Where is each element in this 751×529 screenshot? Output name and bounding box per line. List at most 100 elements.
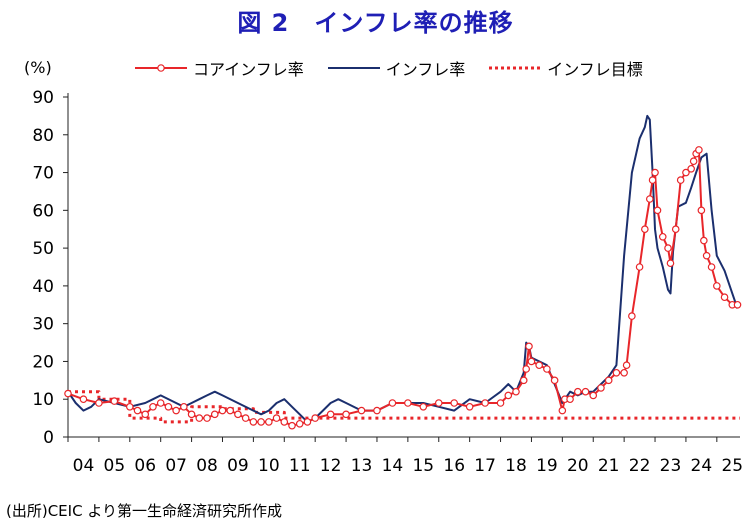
data-point-core-inflation xyxy=(79,395,88,404)
y-axis-unit: (%) xyxy=(24,58,52,77)
data-point-core-inflation xyxy=(566,395,574,404)
data-point-core-inflation xyxy=(543,365,551,373)
data-point-core-inflation xyxy=(249,418,258,426)
data-point-core-inflation xyxy=(280,418,289,426)
data-point-core-inflation xyxy=(620,368,628,377)
data-point-core-inflation xyxy=(311,414,319,422)
y-tick-label: 80 xyxy=(32,126,54,146)
x-tick-label: 10 xyxy=(258,456,280,476)
series-line-core-inflation xyxy=(67,148,738,427)
data-point-core-inflation xyxy=(700,236,708,245)
data-point-core-inflation xyxy=(658,232,667,241)
data-point-core-inflation xyxy=(687,164,695,173)
data-point-core-inflation xyxy=(125,402,134,411)
x-tick-label: 18 xyxy=(505,456,527,476)
data-point-core-inflation xyxy=(713,282,721,290)
data-point-core-inflation xyxy=(404,399,412,407)
data-point-core-inflation xyxy=(512,387,520,396)
source-note: (出所)CEIC より第一生命経済研究所作成 xyxy=(6,502,283,520)
data-point-core-inflation xyxy=(682,168,690,177)
data-point-core-inflation xyxy=(110,397,119,405)
data-point-core-inflation xyxy=(288,421,296,430)
data-point-core-inflation xyxy=(707,263,716,271)
legend-item-headline: インフレ率 xyxy=(326,56,466,80)
data-point-core-inflation xyxy=(357,406,366,415)
data-point-core-inflation xyxy=(295,419,304,428)
data-point-core-inflation xyxy=(164,402,173,411)
x-tick-label: 16 xyxy=(443,456,465,476)
x-tick-label: 24 xyxy=(691,456,713,476)
data-point-core-inflation xyxy=(628,312,636,320)
y-tick-label: 50 xyxy=(32,239,54,259)
legend-item-target: インフレ目標 xyxy=(487,56,643,80)
data-point-core-inflation xyxy=(210,410,219,419)
data-point-core-inflation xyxy=(612,368,621,377)
data-point-core-inflation xyxy=(527,357,536,366)
x-tick-label: 13 xyxy=(351,456,373,476)
y-tick-label: 90 xyxy=(32,88,54,108)
data-point-core-inflation xyxy=(172,406,180,415)
data-point-core-inflation xyxy=(326,410,335,419)
series-line-inflation xyxy=(67,114,739,423)
data-point-core-inflation xyxy=(622,361,631,370)
x-tick-label: 19 xyxy=(536,456,558,476)
data-point-core-inflation xyxy=(525,342,533,351)
data-point-core-inflation xyxy=(535,361,543,370)
data-point-core-inflation xyxy=(504,391,513,400)
data-point-core-inflation xyxy=(604,376,613,385)
y-tick-label: 30 xyxy=(32,315,54,335)
legend-label-core: コアインフレ率 xyxy=(193,60,304,79)
legend-swatch-headline xyxy=(327,67,380,69)
legend-swatch-core xyxy=(135,64,187,72)
data-point-core-inflation xyxy=(419,402,428,411)
data-point-core-inflation xyxy=(573,387,582,396)
y-tick-label: 20 xyxy=(32,352,54,372)
data-point-core-inflation xyxy=(645,195,654,203)
data-point-core-inflation xyxy=(180,402,188,411)
data-point-core-inflation xyxy=(496,399,505,407)
x-tick-label: 09 xyxy=(227,456,249,476)
x-tick-label: 06 xyxy=(134,456,156,476)
legend: コアインフレ率 インフレ率 インフレ目標 xyxy=(133,56,665,80)
data-point-core-inflation xyxy=(95,399,103,407)
data-point-core-inflation xyxy=(666,259,675,268)
data-point-core-inflation xyxy=(265,418,273,426)
data-point-core-inflation xyxy=(388,399,397,407)
data-point-core-inflation xyxy=(689,157,698,166)
data-point-core-inflation xyxy=(676,176,685,184)
data-point-core-inflation xyxy=(664,244,672,252)
data-point-core-inflation xyxy=(695,146,703,154)
x-tick-label: 15 xyxy=(412,456,434,476)
data-point-core-inflation xyxy=(303,418,312,426)
y-tick-label: 70 xyxy=(32,164,54,184)
data-point-core-inflation xyxy=(272,414,281,422)
data-point-core-inflation xyxy=(241,414,250,422)
x-tick-label: 17 xyxy=(474,456,496,476)
data-point-core-inflation xyxy=(519,376,528,385)
data-point-core-inflation xyxy=(589,391,598,400)
data-point-core-inflation xyxy=(648,176,657,184)
legend-item-core: コアインフレ率 xyxy=(133,56,304,80)
x-tick-label: 20 xyxy=(567,456,589,476)
x-tick-label: 07 xyxy=(165,456,187,476)
data-point-core-inflation xyxy=(651,168,659,177)
x-tick-label: 23 xyxy=(660,456,682,476)
x-tick-label: 21 xyxy=(598,456,620,476)
x-tick-label: 22 xyxy=(629,456,651,476)
data-point-core-inflation xyxy=(550,376,559,385)
y-tick-label: 0 xyxy=(43,428,54,448)
data-point-core-inflation xyxy=(671,225,680,234)
legend-label-headline: インフレ率 xyxy=(385,60,466,79)
x-tick-label: 08 xyxy=(196,456,218,476)
legend-label-target: インフレ目標 xyxy=(547,60,643,79)
x-tick-label: 05 xyxy=(104,456,126,476)
x-tick-label: 12 xyxy=(320,456,342,476)
data-point-core-inflation xyxy=(257,418,265,426)
data-point-core-inflation xyxy=(434,399,443,407)
data-point-core-inflation xyxy=(597,384,605,392)
data-point-core-inflation xyxy=(203,414,211,422)
data-point-core-inflation xyxy=(465,402,474,411)
data-point-core-inflation xyxy=(218,406,227,415)
data-point-core-inflation xyxy=(522,365,530,373)
